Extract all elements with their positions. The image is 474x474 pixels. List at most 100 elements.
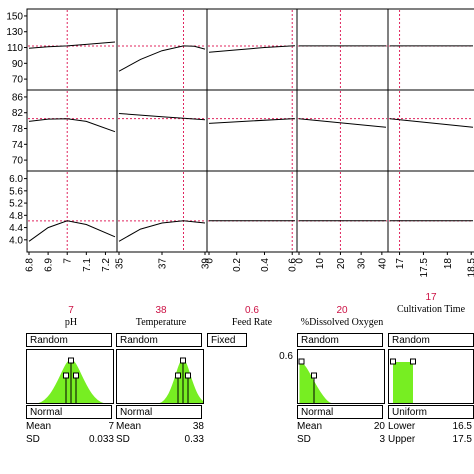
feed-rate-current-value: 0.6	[245, 305, 259, 316]
dissolved-oxygen-sd-label: SD	[297, 434, 311, 445]
temperature-factor-name: Temperature	[135, 317, 187, 328]
ph-control: 7 pH Random Normal Mean 7 SD 0.033	[26, 290, 116, 470]
temperature-distribution-select[interactable]: Normal	[116, 405, 202, 419]
dissolved-oxygen-distribution-plot[interactable]	[297, 349, 385, 404]
x-tick-label: 7.1	[82, 258, 93, 272]
dissolved-oxygen-distribution-select[interactable]: Normal	[297, 405, 383, 419]
ph-factor-name: pH	[64, 317, 78, 328]
cultivation-time-lower-label: Lower	[388, 421, 416, 432]
temperature-handle-top[interactable]	[180, 357, 186, 364]
dissolved-oxygen-distribution-type-select[interactable]: Random	[297, 333, 383, 347]
profile-cell-r3-feed-rate	[206, 170, 298, 253]
profile-cell-r2-feed-rate	[206, 89, 298, 172]
y-tick-label: 4.0	[9, 235, 23, 246]
cultivation-time-upper-row: Upper 17.5	[388, 434, 474, 446]
profile-curve-r1-temperature	[118, 45, 206, 72]
feed-rate-distribution-type-select[interactable]: Fixed	[207, 333, 247, 347]
profile-cell-r2-cultivation-time	[387, 89, 474, 172]
dissolved-oxygen-handle-mid[interactable]	[311, 372, 317, 379]
y-tick-label: 70	[12, 156, 24, 167]
cultivation-time-distribution-plot[interactable]	[388, 349, 474, 404]
feed-rate-control: 0.6 Feed Rate Fixed 0.6	[207, 290, 297, 470]
dissolved-oxygen-factor-name: %Dissolved Oxygen	[300, 317, 384, 328]
profile-cell-r1-cultivation-time	[387, 8, 474, 91]
temperature-handle-right[interactable]	[185, 372, 191, 379]
dissolved-oxygen-mean-value[interactable]: 20	[373, 421, 385, 432]
temperature-normal-density	[158, 359, 203, 403]
profile-curve-r2-temperature	[118, 113, 206, 121]
x-tick-label: 0	[295, 258, 306, 264]
temperature-distribution-plot[interactable]	[116, 349, 204, 404]
profile-cell-r1-temperature	[116, 8, 208, 91]
cultivation-time-lower-row: Lower 16.5	[388, 421, 474, 433]
x-tick-label: 6.9	[44, 258, 55, 272]
dissolved-oxygen-normal-density	[299, 361, 332, 403]
ph-handle-top[interactable]	[68, 357, 74, 364]
y-tick-label: 74	[12, 140, 24, 151]
profile-cell-r1-dissolved-oxygen	[296, 8, 389, 91]
dissolved-oxygen-current-value: 20	[336, 305, 348, 316]
temperature-handle-left[interactable]	[175, 372, 181, 379]
profile-curve-r2-ph	[28, 118, 116, 133]
y-tick-label: 86	[12, 92, 24, 103]
y-tick-label: 130	[6, 27, 23, 38]
x-tick-label: 37	[158, 258, 169, 270]
profile-curve-r3-temperature	[118, 220, 206, 242]
prediction-profiler: 709011013015070747882864.04.44.85.25.66.…	[6, 8, 474, 278]
ph-sd-value[interactable]: 0.033	[88, 434, 114, 445]
x-tick-label: 10	[315, 258, 326, 270]
profile-cell-r3-cultivation-time	[387, 170, 474, 253]
feed-rate-factor-name: Feed Rate	[231, 317, 273, 328]
cultivation-time-distribution-select[interactable]: Uniform	[388, 405, 474, 419]
temperature-control: 38 Temperature Random Normal Mean 38 SD …	[116, 290, 206, 470]
ph-distribution-type-select[interactable]: Random	[26, 333, 112, 347]
temperature-sd-row: SD 0.33	[116, 434, 206, 446]
x-tick-label: 0	[205, 258, 216, 264]
dissolved-oxygen-mean-label: Mean	[297, 421, 323, 432]
cultivation-time-factor-name: Cultivation Time	[396, 304, 466, 315]
dissolved-oxygen-control: 20 %Dissolved Oxygen Random Normal Mean …	[297, 290, 387, 470]
dissolved-oxygen-handle-top[interactable]	[298, 358, 305, 365]
ph-distribution-select[interactable]: Normal	[26, 405, 112, 419]
profile-cell-r3-dissolved-oxygen	[296, 170, 389, 253]
x-tick-label: 0.6	[288, 258, 299, 272]
x-tick-label: 18.5	[467, 258, 474, 278]
temperature-mean-value[interactable]: 38	[192, 421, 204, 432]
temperature-mean-row: Mean 38	[116, 421, 206, 433]
cultivation-time-handle-left[interactable]	[390, 358, 396, 365]
ph-mean-label: Mean	[26, 421, 52, 432]
cultivation-time-lower-value[interactable]: 16.5	[452, 421, 472, 432]
cultivation-time-upper-value[interactable]: 17.5	[452, 434, 472, 445]
dissolved-oxygen-sd-value[interactable]: 3	[379, 434, 385, 445]
x-tick-label: 6.8	[25, 258, 36, 272]
x-tick-label: 30	[357, 258, 368, 270]
x-tick-label: 17.5	[419, 258, 430, 278]
profile-curve-r2-cultivation-time	[389, 118, 474, 128]
temperature-sd-label: SD	[116, 434, 130, 445]
y-tick-label: 5.2	[9, 199, 23, 210]
ph-handle-left[interactable]	[63, 372, 69, 379]
profile-cell-r3-temperature	[116, 170, 208, 253]
y-tick-label: 4.8	[9, 211, 23, 222]
x-tick-label: 18	[443, 258, 454, 270]
x-tick-label: 0.2	[232, 258, 243, 272]
y-tick-label: 78	[12, 124, 24, 135]
y-tick-label: 110	[7, 43, 23, 54]
ph-handle-right[interactable]	[73, 372, 79, 379]
ph-mean-value[interactable]: 7	[108, 421, 114, 432]
temperature-sd-value[interactable]: 0.33	[184, 434, 204, 445]
temperature-current-value: 38	[155, 305, 167, 316]
temperature-distribution-type-select[interactable]: Random	[116, 333, 202, 347]
cultivation-time-uniform-density	[393, 362, 413, 403]
x-tick-label: 39	[201, 258, 212, 270]
cultivation-time-handle-right[interactable]	[410, 358, 416, 365]
temperature-mean-label: Mean	[116, 421, 142, 432]
x-tick-label: 7	[63, 258, 74, 264]
feed-rate-fixed-value[interactable]: 0.6	[279, 351, 293, 362]
dissolved-oxygen-sd-row: SD 3	[297, 434, 387, 446]
ph-distribution-plot[interactable]	[26, 349, 114, 404]
cultivation-time-current-value: 17	[425, 292, 437, 303]
ph-sd-row: SD 0.033	[26, 434, 116, 446]
profile-curve-r1-ph	[28, 41, 116, 49]
cultivation-time-distribution-type-select[interactable]: Random	[388, 333, 474, 347]
